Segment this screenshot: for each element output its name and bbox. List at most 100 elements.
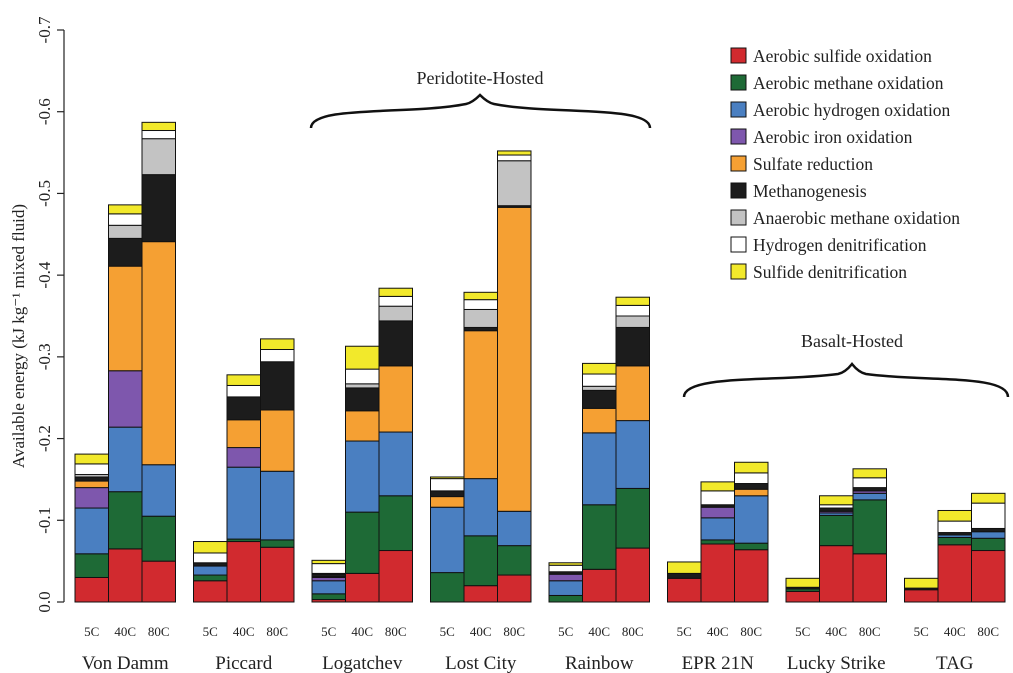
y-tick-label: -0.5 — [35, 180, 54, 207]
bar-segment — [260, 539, 295, 548]
bar-segment — [378, 365, 413, 433]
bar-segment — [615, 296, 650, 306]
condition-tick-label: 40C — [114, 624, 136, 639]
bar-segment — [852, 553, 887, 603]
condition-tick-label: 80C — [740, 624, 762, 639]
bar-segment — [937, 520, 972, 534]
legend: Aerobic sulfide oxidation Aerobic methane… — [730, 46, 960, 282]
legend-swatch — [730, 155, 747, 172]
bar-segment — [971, 502, 1006, 529]
legend-swatch — [730, 101, 747, 118]
y-tick-label: -0.3 — [35, 343, 54, 370]
legend-label: Aerobic sulfide oxidation — [753, 46, 932, 66]
y-tick-label: 0.0 — [35, 591, 54, 612]
bar-segment — [141, 130, 176, 140]
bar-segment — [311, 559, 346, 565]
condition-tick-label: 80C — [622, 624, 644, 639]
bar-segment — [226, 447, 261, 468]
condition-tick-label: 80C — [859, 624, 881, 639]
bar-segment — [582, 385, 617, 391]
bar-segment — [734, 461, 769, 474]
site-label: Logatchev — [322, 653, 403, 673]
bar-segment — [615, 326, 650, 367]
y-tick-label: -0.7 — [35, 16, 54, 43]
bar-segment — [700, 539, 735, 545]
bar-segment — [378, 550, 413, 603]
bar-segment — [193, 580, 228, 603]
bar-segment — [108, 426, 143, 493]
peridotite-label: Peridotite-Hosted — [417, 68, 544, 88]
bar-segment — [193, 552, 228, 564]
legend-label: Aerobic hydrogen oxidation — [753, 100, 951, 120]
site-label: TAG — [936, 653, 974, 673]
bar-segment — [74, 480, 109, 489]
bar-segment — [226, 541, 261, 603]
bar-segment — [937, 544, 972, 603]
bar-segment — [345, 572, 380, 603]
bar-segment — [430, 496, 465, 508]
bar-segment — [260, 470, 295, 541]
bar-segment — [74, 576, 109, 603]
bar-segment — [378, 320, 413, 367]
legend-label: Aerobic methane oxidation — [753, 73, 944, 93]
bar-segment — [734, 483, 769, 490]
condition-tick-label: 80C — [266, 624, 288, 639]
bar-segment — [141, 464, 176, 517]
condition-tick-label: 80C — [148, 624, 170, 639]
bar-segment — [615, 315, 650, 328]
condition-tick-label: 40C — [470, 624, 492, 639]
bar-segment — [852, 477, 887, 489]
bar-segment — [582, 373, 617, 387]
bar-segment — [700, 506, 735, 519]
bar-segment — [463, 291, 498, 301]
bar-segment — [345, 383, 380, 389]
site-label: Von Damm — [82, 653, 169, 673]
bar-segment — [497, 510, 532, 547]
condition-tick-label: 40C — [351, 624, 373, 639]
bar-segment — [819, 495, 854, 506]
bar-segment — [819, 514, 854, 547]
bar-segment — [345, 368, 380, 385]
legend-swatch — [730, 47, 747, 64]
site-label: EPR 21N — [682, 653, 755, 673]
bar-segment — [734, 549, 769, 603]
bar-segment — [74, 476, 109, 482]
bar-segment — [226, 384, 261, 398]
legend-swatch — [730, 128, 747, 145]
condition-tick-label: 5C — [914, 624, 929, 639]
bar-segment — [74, 463, 109, 476]
bar-segment — [193, 574, 228, 582]
bar-segment — [226, 419, 261, 449]
legend-swatch — [730, 182, 747, 199]
bar-segment — [430, 478, 465, 492]
bar-segment — [108, 213, 143, 226]
legend-label: Aerobic iron oxidation — [753, 127, 913, 147]
bar-segment — [700, 517, 735, 541]
bar-segment — [785, 577, 820, 588]
condition-tick-label: 5C — [677, 624, 692, 639]
bar-segment — [108, 237, 143, 267]
bar-segment — [463, 330, 498, 480]
bar-segment — [260, 338, 295, 351]
bar-segment — [497, 160, 532, 207]
bar-segment — [430, 490, 465, 498]
bar-segment — [734, 472, 769, 485]
condition-tick-label: 40C — [825, 624, 847, 639]
bar-segment — [74, 507, 109, 555]
bar-segment — [667, 577, 702, 603]
bar-segment — [582, 407, 617, 434]
condition-tick-label: 40C — [233, 624, 255, 639]
bar-segment — [463, 299, 498, 310]
bar-segment — [141, 121, 176, 132]
site-label: Lucky Strike — [787, 653, 886, 673]
bar-segment — [260, 409, 295, 472]
site-label: Piccard — [215, 653, 272, 673]
bar-segment — [463, 308, 498, 328]
bar-segment — [430, 506, 465, 574]
x-axis-labels: 5C 40C 80C Von Damm 5C 40C 80C Piccard 5C 40C 80C L… — [82, 624, 999, 673]
bar-segment — [971, 531, 1006, 539]
bar-segment — [345, 440, 380, 513]
bar-segment — [548, 564, 583, 573]
bar-segment — [700, 481, 735, 492]
bar-segment — [141, 138, 176, 176]
